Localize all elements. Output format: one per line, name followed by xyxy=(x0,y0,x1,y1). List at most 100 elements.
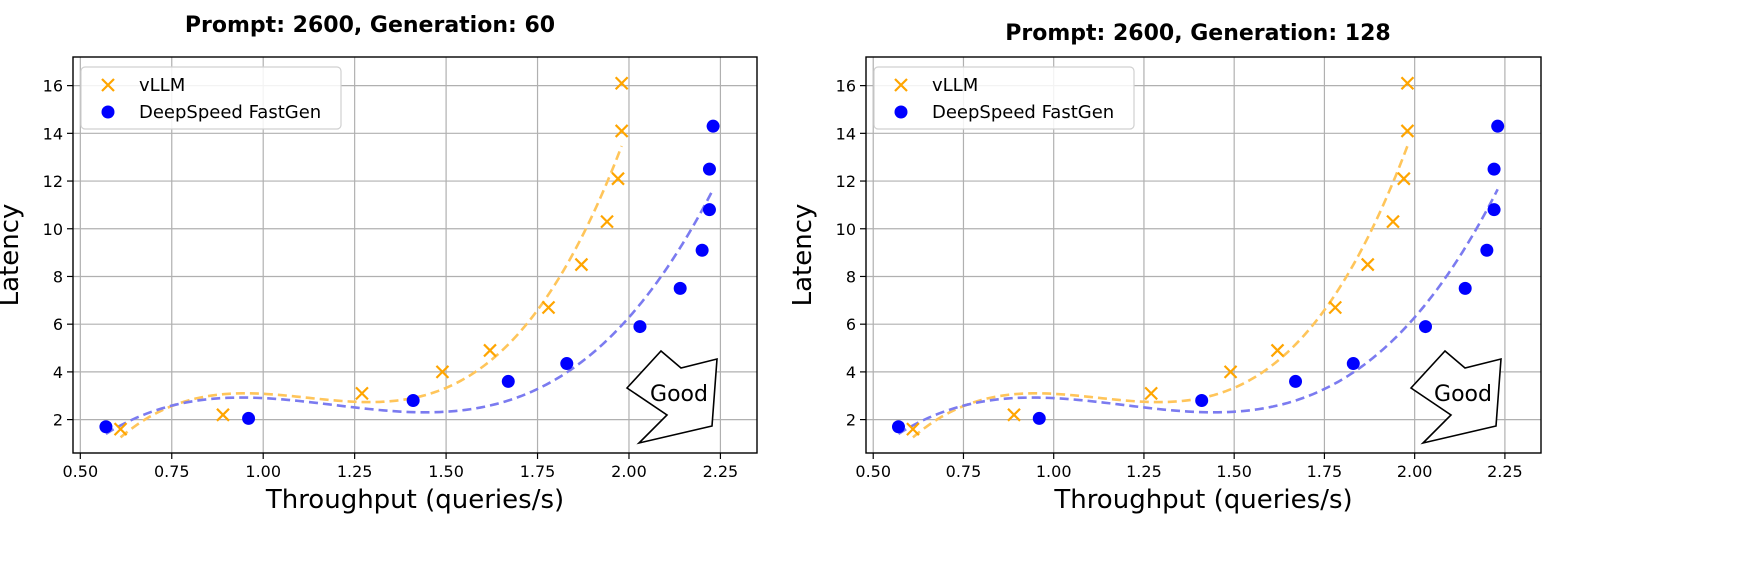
chart-right-point-fastgen xyxy=(891,420,905,434)
chart-left-svg: Prompt: 2600, Generation: 60 0.50 0.75 1.00… xyxy=(0,13,758,515)
chart-right-point-vllm xyxy=(1400,76,1415,91)
chart-right-legend-label-fastgen: DeepSpeed FastGen xyxy=(932,102,1114,123)
chart-right-good-arrow: Good xyxy=(1409,349,1502,445)
chart-left-point-vllm xyxy=(483,343,497,358)
chart-right-xtick-label: 1.25 xyxy=(1126,462,1162,481)
chart-left-legend-label-vllm: vLLM xyxy=(139,75,185,96)
chart-right-series-vllm xyxy=(906,76,1415,436)
chart-right-series-fastgen xyxy=(891,119,1505,434)
chart-right-point-vllm xyxy=(1007,408,1021,422)
chart-left-point-vllm xyxy=(574,257,589,272)
chart-left-ytick-label: 4 xyxy=(53,363,63,382)
chart-left-trendline-vllm xyxy=(119,145,623,439)
chart-left-point-fastgen xyxy=(242,411,256,425)
chart-left-ylabel: Latency xyxy=(0,204,25,307)
chart-left-xtick-label: 0.50 xyxy=(63,462,99,481)
chart-left-trendline-fastgen xyxy=(105,188,715,435)
chart-left-point-fastgen xyxy=(695,243,709,257)
chart-left-axes-frame xyxy=(72,56,758,454)
chart-right-point-fastgen xyxy=(1195,394,1209,408)
chart-left-xtick-label: 0.75 xyxy=(154,462,190,481)
chart-left-point-vllm xyxy=(435,365,450,379)
chart-right-point-fastgen xyxy=(1346,357,1360,371)
chart-left-point-vllm xyxy=(355,386,369,401)
chart-left-title: Prompt: 2600, Generation: 60 xyxy=(185,13,555,38)
chart-left-ytick-label: 14 xyxy=(43,124,63,143)
chart-left-legend-label-fastgen: DeepSpeed FastGen xyxy=(139,102,321,123)
chart-right-legend-label-vllm: vLLM xyxy=(932,75,978,96)
chart-right-point-fastgen xyxy=(1491,119,1505,133)
chart-left-good-arrow-shape xyxy=(625,349,718,445)
chart-left-xtick-label: 2.00 xyxy=(611,462,647,481)
chart-right-point-vllm xyxy=(1397,171,1411,186)
chart-left-xtick-label: 2.25 xyxy=(703,462,739,481)
chart-left-xlabel: Throughput (queries/s) xyxy=(265,485,564,515)
chart-left-ytick-label: 16 xyxy=(43,77,63,96)
chart-right-grid xyxy=(866,57,1541,453)
chart-right-point-fastgen xyxy=(1032,411,1046,425)
chart-right-title: Prompt: 2600, Generation: 128 xyxy=(1005,21,1390,46)
chart-right-point-vllm xyxy=(1144,386,1158,401)
chart-right-point-vllm xyxy=(1223,365,1238,379)
chart-right-legend: vLLM DeepSpeed FastGen xyxy=(873,66,1135,130)
chart-right-point-vllm xyxy=(1360,257,1375,272)
chart-right-point-vllm xyxy=(1270,343,1285,358)
chart-right-point-fastgen xyxy=(1289,374,1303,388)
chart-left-point-vllm xyxy=(216,408,230,422)
chart-left-good-arrow: Good xyxy=(625,349,718,445)
chart-right-xtick-label: 1.75 xyxy=(1307,462,1343,481)
chart-left-point-vllm xyxy=(113,422,128,436)
chart-right-point-vllm xyxy=(906,422,920,436)
chart-left-point-fastgen xyxy=(633,320,647,334)
chart-left-legend: vLLM DeepSpeed FastGen xyxy=(80,66,342,130)
chart-left-ytick-label: 2 xyxy=(53,411,63,430)
chart-left-legend-marker-fastgen xyxy=(101,105,115,119)
chart-left-series-fastgen xyxy=(99,119,720,434)
chart-right-trendline-vllm xyxy=(912,145,1409,439)
chart-left-point-fastgen xyxy=(501,374,515,388)
chart-left-point-vllm xyxy=(614,76,629,91)
chart-left-xtick-label: 1.50 xyxy=(428,462,464,481)
chart-left: Prompt: 2600, Generation: 60 0.50 0.75 1.00… xyxy=(0,13,758,515)
chart-left-point-vllm xyxy=(611,171,625,186)
chart-left-xtick-label: 1.75 xyxy=(520,462,556,481)
chart-left-series-vllm xyxy=(113,76,629,436)
chart-left-point-fastgen xyxy=(406,394,420,408)
chart-left-ytick-label: 12 xyxy=(43,172,63,191)
chart-right-xtick-label: 2.00 xyxy=(1397,462,1433,481)
chart-left-good-label: Good xyxy=(650,382,708,407)
chart-right-xtick-label: 1.50 xyxy=(1216,462,1252,481)
chart-left-ytick-label: 8 xyxy=(53,267,63,286)
chart-left-xtick-label: 1.25 xyxy=(337,462,373,481)
chart-left-legend-box xyxy=(80,66,342,130)
chart-right-good-label: Good xyxy=(1434,382,1492,407)
chart-right-point-vllm xyxy=(1328,300,1343,315)
chart-left-point-fastgen xyxy=(706,119,720,133)
chart-left-point-fastgen xyxy=(702,203,716,217)
chart-right-point-fastgen xyxy=(1418,320,1432,334)
chart-right-point-fastgen xyxy=(1487,162,1501,176)
chart-right-xlabel: Throughput (queries/s) xyxy=(1053,485,1352,515)
chart-right-legend-marker-fastgen xyxy=(894,105,908,119)
chart-right-point-fastgen xyxy=(1458,281,1472,295)
chart-right-trendline-fastgen xyxy=(897,188,1499,435)
chart-right-point-vllm xyxy=(1400,124,1415,138)
chart-left-ytick-label: 6 xyxy=(53,315,63,334)
chart-left-point-fastgen xyxy=(99,420,113,434)
chart-right-point-vllm xyxy=(1386,214,1400,229)
chart-left-point-fastgen xyxy=(673,281,687,295)
chart-right-point-fastgen xyxy=(1487,203,1501,217)
chart-right-good-arrow-shape xyxy=(1409,349,1502,445)
chart-left-xtick-label: 1.00 xyxy=(245,462,281,481)
chart-left-point-fastgen xyxy=(702,162,716,176)
chart-left-legend-marker-vllm xyxy=(101,78,115,92)
chart-left-ytick-label: 10 xyxy=(43,220,63,239)
chart-right-axes-frame xyxy=(865,56,1542,454)
chart-right-xtick-label: 1.00 xyxy=(1036,462,1072,481)
chart-right-xtick-label: 0.75 xyxy=(946,462,982,481)
chart-right-xtick-label: 2.25 xyxy=(1487,462,1523,481)
chart-right-legend-box xyxy=(873,66,1135,130)
chart-right-point-fastgen xyxy=(1480,243,1494,257)
chart-left-point-vllm xyxy=(541,300,556,315)
chart-left-point-vllm xyxy=(614,124,629,138)
